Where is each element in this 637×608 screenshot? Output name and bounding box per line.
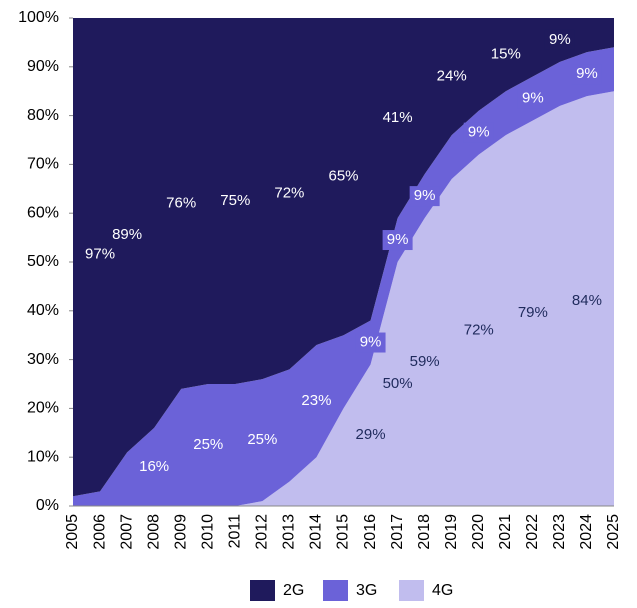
data-label: 65% [328,168,358,185]
data-label: 72% [464,321,494,338]
x-tick-label: 2020 [470,514,487,550]
x-tick-label: 2010 [199,514,216,550]
data-label: 25% [247,431,277,448]
y-tick-label: 10% [27,448,59,465]
area [73,47,614,506]
x-tick-label: 2016 [362,514,379,550]
x-tick-label: 2008 [145,514,162,550]
data-label: 9% [549,31,571,48]
x-tick-label: 2025 [605,514,622,550]
label-box [382,230,413,251]
x-tick-label: 2006 [91,514,108,550]
x-tick-label: 2014 [308,514,325,550]
x-tick-label: 2021 [497,514,514,550]
legend-label: 4G [432,582,453,599]
x-tick-label: 2007 [118,514,135,550]
y-tick-label: 30% [27,351,59,368]
x-tick-label: 2022 [524,514,541,550]
y-tick-label: 90% [27,58,59,75]
data-label: 76% [166,194,196,211]
x-tick-label: 2018 [416,514,433,550]
label-box [355,332,386,353]
data-label: 72% [274,185,304,202]
data-label: 84% [572,292,602,309]
y-tick-label: 0% [36,497,59,514]
data-label: 9% [414,187,436,204]
legend-label: 2G [283,582,304,599]
data-label: 89% [112,226,142,243]
label-box [463,122,494,143]
x-tick-label: 2009 [172,514,189,550]
data-label: 97% [85,246,115,263]
y-tick-label: 100% [18,9,59,26]
data-label: 15% [491,46,521,63]
label-box [409,186,440,207]
x-tick-label: 2013 [281,514,298,550]
area [73,91,614,506]
data-label: 59% [410,353,440,370]
legend-swatch [323,580,348,601]
y-tick-label: 50% [27,253,59,270]
legend-label: 3G [356,582,377,599]
y-tick-label: 70% [27,156,59,173]
area [73,18,614,497]
label-box [571,64,602,85]
label-box [517,88,548,109]
x-tick-label: 2024 [578,514,595,550]
data-label: 9% [360,333,382,350]
legend-swatch [399,580,424,601]
data-label: 25% [193,436,223,453]
y-tick-label: 40% [27,302,59,319]
data-label: 9% [576,65,598,82]
data-label: 24% [437,68,467,85]
data-label: 50% [383,375,413,392]
data-label: 9% [522,89,544,106]
y-tick-label: 80% [27,107,59,124]
x-tick-label: 2005 [64,514,81,550]
x-tick-label: 2015 [335,514,352,550]
x-tick-label: 2019 [443,514,460,550]
data-label: 16% [139,458,169,475]
data-label: 75% [220,192,250,209]
data-label: 41% [383,109,413,126]
data-label: 9% [387,231,409,248]
y-tick-label: 60% [27,204,59,221]
y-tick-label: 20% [27,400,59,417]
x-tick-label: 2023 [551,514,568,550]
data-label: 29% [356,426,386,443]
data-label: 23% [301,392,331,409]
data-label: 79% [518,304,548,321]
data-label: 9% [468,124,490,141]
label-box [544,29,575,50]
x-tick-label: 2011 [227,514,244,549]
legend-swatch [250,580,275,601]
x-tick-label: 2012 [254,514,271,550]
x-tick-label: 2017 [389,514,406,550]
